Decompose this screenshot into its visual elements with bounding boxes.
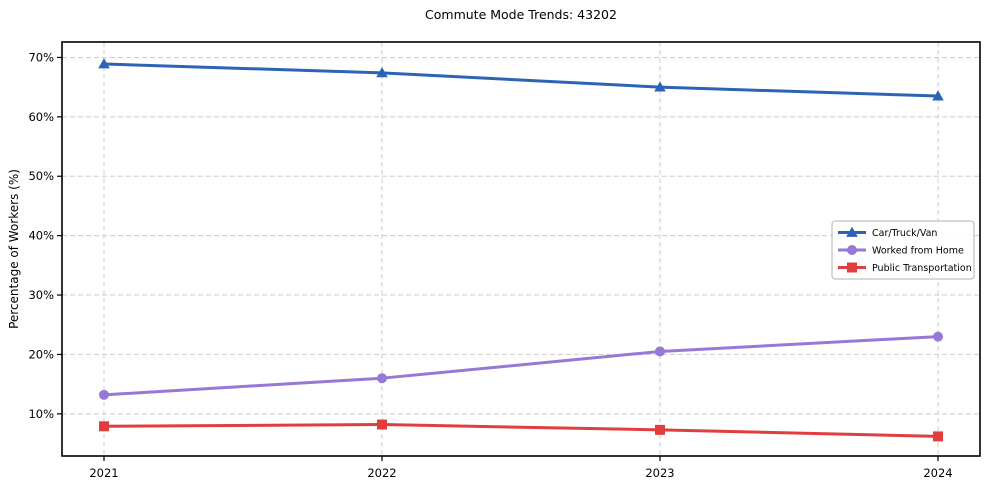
series-line-worked-from-home (102, 335, 940, 397)
legend-label-car-truck-van: Car/Truck/Van (872, 228, 937, 239)
legend-label-public-transportation: Public Transportation (872, 263, 972, 274)
axes-frame (61, 41, 981, 457)
legend-marker-public-transportation (847, 262, 857, 273)
y-axis-label: Percentage of Workers (%) (7, 169, 21, 329)
series-line-public-transportation (102, 423, 940, 438)
series-car-truck-van (98, 58, 944, 101)
legend-marker-worked-from-home (847, 245, 857, 255)
chart-title: Commute Mode Trends: 43202 (425, 7, 617, 22)
legend-marker-car-truck-van (846, 226, 858, 237)
series-marker-public-transportation (99, 421, 109, 432)
series-marker-worked-from-home (933, 331, 943, 342)
series-marker-car-truck-van (376, 67, 388, 78)
y-tick-label: 30% (28, 288, 54, 302)
x-tick-label: 2024 (923, 466, 952, 480)
x-tick-label: 2022 (367, 466, 396, 480)
series-marker-car-truck-van (98, 58, 110, 69)
y-tick-label: 10% (28, 407, 54, 421)
series-marker-car-truck-van (932, 90, 944, 101)
series-worked-from-home (99, 331, 943, 400)
x-tick-label: 2021 (89, 466, 118, 480)
y-tick-label: 20% (28, 347, 54, 361)
legend: Car/Truck/Van Worked from Home Public Tran… (831, 220, 975, 280)
series-marker-car-truck-van (654, 81, 666, 92)
series-marker-public-transportation (655, 424, 665, 435)
series-marker-public-transportation (377, 419, 387, 430)
x-tick-label: 2023 (645, 466, 674, 480)
y-tick-label: 50% (28, 169, 54, 183)
legend-box (831, 220, 975, 280)
legend-label-worked-from-home: Worked from Home (872, 246, 964, 257)
y-tick-label: 40% (28, 229, 54, 243)
series-marker-worked-from-home (655, 346, 665, 357)
series-line-car-truck-van (102, 62, 940, 98)
y-tick-label: 70% (28, 50, 54, 64)
series-marker-worked-from-home (99, 389, 109, 400)
series-marker-public-transportation (933, 431, 943, 442)
series-public-transportation (99, 419, 943, 442)
y-tick-label: 60% (28, 110, 54, 124)
series-marker-worked-from-home (377, 373, 387, 384)
